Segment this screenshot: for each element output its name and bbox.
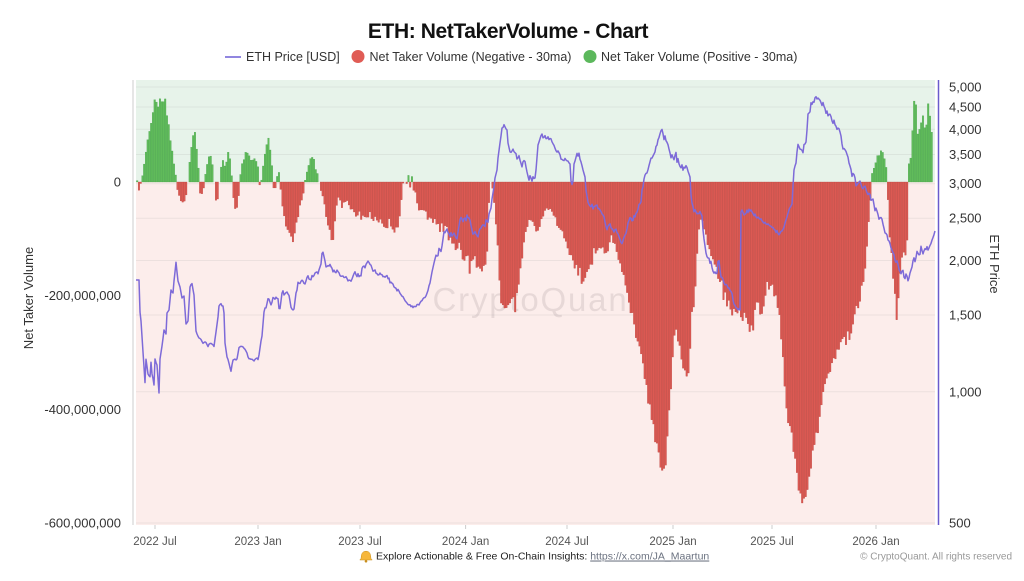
svg-text:2025 Jan: 2025 Jan (649, 536, 696, 548)
svg-text:-600,000,000: -600,000,000 (44, 516, 121, 531)
svg-text:2,000: 2,000 (949, 253, 982, 268)
svg-text:2026 Jan: 2026 Jan (852, 536, 899, 548)
svg-text:0: 0 (114, 175, 121, 190)
svg-text:4,000: 4,000 (949, 122, 982, 137)
svg-text:2022 Jul: 2022 Jul (133, 536, 176, 548)
svg-text:1,500: 1,500 (949, 308, 982, 323)
svg-text:2023 Jan: 2023 Jan (234, 536, 281, 548)
svg-text:3,500: 3,500 (949, 147, 982, 162)
svg-text:Net Taker Volume (Negative - 3: Net Taker Volume (Negative - 30ma) (370, 50, 572, 64)
svg-text:2025 Jul: 2025 Jul (750, 536, 793, 548)
svg-text:Net Taker Volume (Positive - 3: Net Taker Volume (Positive - 30ma) (601, 50, 797, 64)
svg-text:4,500: 4,500 (949, 100, 982, 115)
svg-text:2024 Jan: 2024 Jan (442, 536, 489, 548)
svg-text:2023 Jul: 2023 Jul (338, 536, 381, 548)
svg-text:Explore Actionable & Free On-C: Explore Actionable & Free On-Chain Insig… (376, 551, 709, 563)
svg-text:ETH Price [USD]: ETH Price [USD] (246, 50, 340, 64)
svg-text:-200,000,000: -200,000,000 (44, 288, 121, 303)
svg-text:2,500: 2,500 (949, 211, 982, 226)
svg-text:1,000: 1,000 (949, 384, 982, 399)
svg-text:CryptoQuant: CryptoQuant (433, 281, 640, 318)
svg-text:© CryptoQuant. All rights rese: © CryptoQuant. All rights reserved (860, 552, 1012, 563)
svg-text:5,000: 5,000 (949, 80, 982, 95)
svg-text:3,000: 3,000 (949, 176, 982, 191)
svg-text:ETH: NetTakerVolume - Chart: ETH: NetTakerVolume - Chart (368, 20, 649, 43)
svg-text:Net Taker Volume: Net Taker Volume (21, 247, 36, 349)
svg-text:2024 Jul: 2024 Jul (545, 536, 588, 548)
svg-text:500: 500 (949, 516, 971, 531)
svg-text:ETH Price: ETH Price (987, 234, 1002, 293)
svg-text:-400,000,000: -400,000,000 (44, 402, 121, 417)
